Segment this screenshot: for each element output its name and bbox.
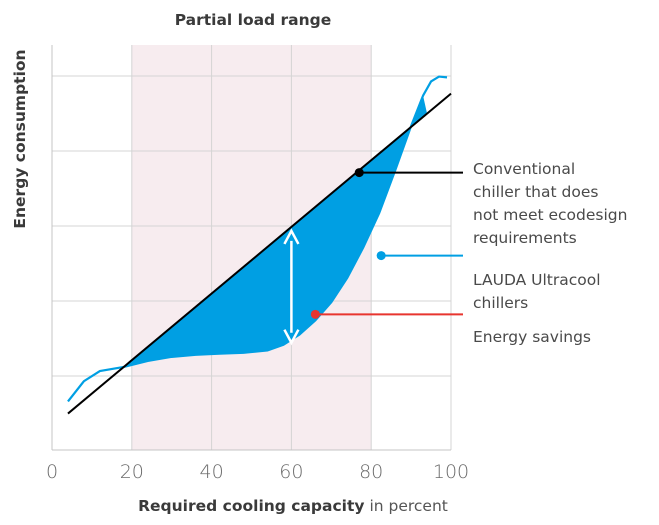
annotation-text-line: chiller that does [473, 183, 598, 201]
annotation-text-line: not meet ecodesign [473, 206, 627, 224]
x-tick-label: 60 [279, 461, 303, 483]
x-axis-label-unit: in percent [365, 497, 448, 515]
annotation-text-line: LAUDA Ultracool [473, 271, 601, 289]
energy-savings-area [121, 95, 428, 369]
annotation-anchor-dot [376, 251, 386, 261]
savings-arrow-head-up [283, 228, 300, 245]
x-tick-label: 100 [433, 461, 469, 483]
axis-layer: 0 20 40 60 80 100 [46, 45, 469, 483]
savings-arrow-head-down [283, 329, 300, 346]
x-tick-label: 80 [359, 461, 383, 483]
x-axis-label-main: Required cooling capacity [138, 497, 364, 515]
series-layer [67, 75, 452, 415]
savings-area-layer [121, 95, 428, 369]
lauda-ultracool-curve [67, 75, 448, 403]
annotation-text-line: Conventional [473, 160, 575, 178]
annotation-text-line: Energy savings [473, 328, 591, 346]
annotation-anchor-dot [310, 309, 320, 319]
x-tick-label: 40 [200, 461, 224, 483]
y-axis-label: Energy consumption [11, 49, 29, 228]
annotation-layer: Conventional chiller that does not meet ec… [310, 160, 627, 346]
chart-title: Partial load range [175, 11, 332, 29]
annotation-anchor-dot [354, 168, 364, 178]
x-tick-label: 20 [120, 461, 144, 483]
x-axis-label: Required cooling capacity in percent [138, 497, 448, 515]
annotation-text-line: requirements [473, 229, 577, 247]
x-tick-label: 0 [46, 461, 58, 483]
conventional-chiller-line [67, 92, 452, 415]
annotation-text-line: chillers [473, 294, 528, 312]
